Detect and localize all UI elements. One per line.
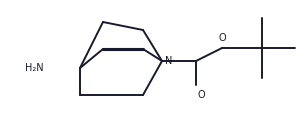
Text: N: N xyxy=(165,56,172,66)
Text: O: O xyxy=(218,33,226,43)
Text: H₂N: H₂N xyxy=(25,63,44,73)
Text: O: O xyxy=(197,90,205,100)
